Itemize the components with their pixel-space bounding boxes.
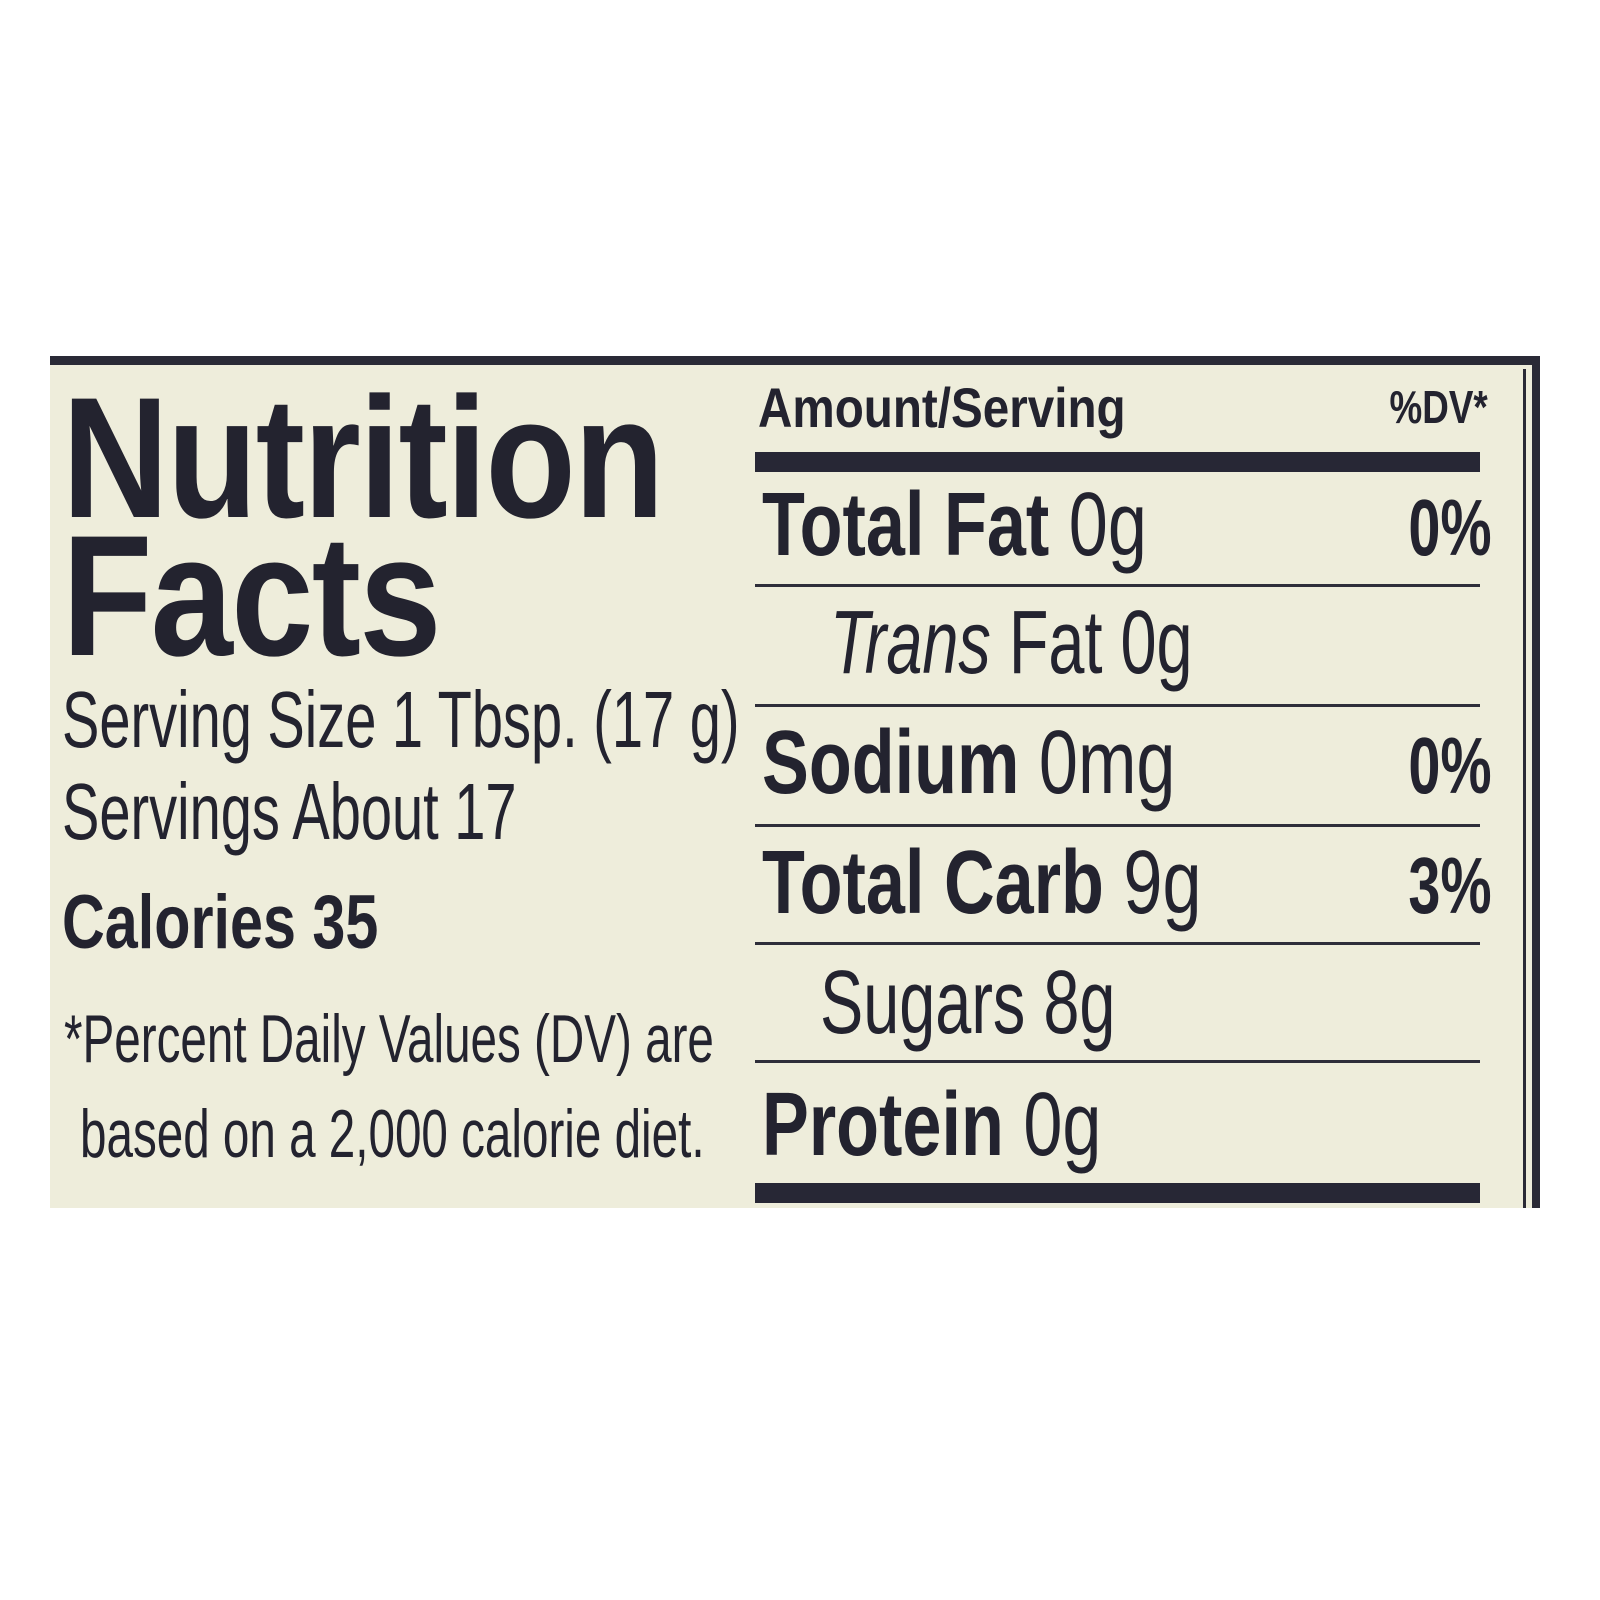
row-total-fat: Total Fat 0g [762,475,1147,575]
serving-size: Serving Size 1 Tbsp. (17 g) [62,675,740,764]
row-sugars: Sugars 8g [820,953,1116,1053]
header-daily-value: %DV* [1389,381,1488,433]
footnote-line-2: based on a 2,000 calorie diet. [80,1096,705,1172]
divider [755,584,1480,587]
thick-divider-bottom [755,1183,1480,1203]
nutrition-label-panel [50,356,1540,1208]
servings-per-container: Servings About 17 [62,767,517,856]
calories: Calories 35 [62,880,379,965]
header-amount-per-serving: Amount/Serving [758,376,1126,439]
dv-sodium: 0% [1408,721,1492,810]
divider [755,942,1480,945]
row-total-carb: Total Carb 9g [762,833,1202,933]
footnote-line-1: *Percent Daily Values (DV) are [64,1001,714,1077]
title-facts: Facts [62,500,442,692]
divider [755,704,1480,707]
thick-divider [755,452,1480,472]
divider [755,824,1480,827]
row-trans-fat: Trans Fat 0g [830,593,1193,693]
row-protein: Protein 0g [762,1075,1102,1175]
row-sodium: Sodium 0mg [762,713,1176,813]
dv-total-carb: 3% [1408,841,1492,930]
dv-total-fat: 0% [1408,483,1492,572]
divider [755,1060,1480,1063]
title-nutrition: Nutrition [62,362,664,554]
